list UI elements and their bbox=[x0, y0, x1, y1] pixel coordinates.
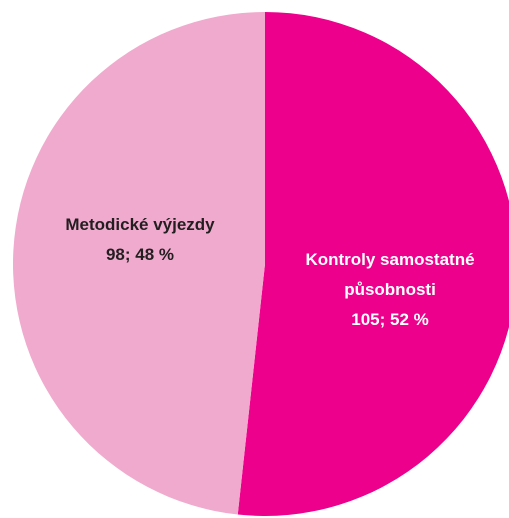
slice-label: Kontroly samostatné působnosti 105; 52 % bbox=[270, 245, 509, 335]
slice-label: Metodické výjezdy 98; 48 % bbox=[20, 210, 260, 270]
slice bbox=[237, 12, 509, 516]
value-label: 105; 52 % bbox=[351, 310, 429, 329]
category: Kontroly samostatné působnosti bbox=[305, 250, 475, 299]
value-label: 98; 48 % bbox=[105, 245, 175, 264]
slice bbox=[12, 12, 265, 515]
category: Metodické výjezdy bbox=[65, 215, 215, 234]
